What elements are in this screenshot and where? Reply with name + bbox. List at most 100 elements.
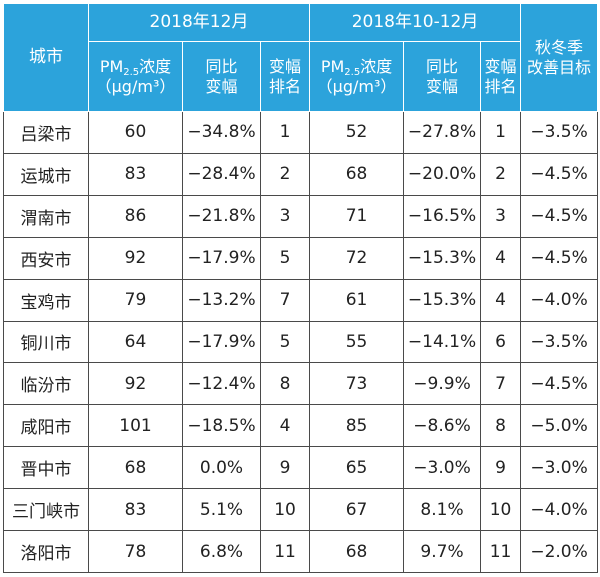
- cell-pm-dec: 83: [88, 152, 183, 196]
- table-row: 咸阳市 101 −18.5% 4 85 −8.6% 8 −5.0%: [3, 404, 599, 448]
- cell-rank-q4: 3: [480, 194, 522, 238]
- cell-target: −3.5%: [520, 111, 599, 154]
- cell-yoy-dec: 0.0%: [182, 446, 261, 490]
- header-pm-q4: PM2.5浓度 （μg/m³）: [309, 41, 405, 112]
- table-row: 西安市 92 −17.9% 5 72 −15.3% 4 −4.5%: [3, 236, 599, 280]
- cell-rank-dec: 11: [259, 530, 311, 573]
- cell-rank-q4: 1: [480, 111, 522, 154]
- table-row: 晋中市 68 0.0% 9 65 −3.0% 9 −3.0%: [3, 446, 599, 490]
- cell-rank-dec: 4: [259, 404, 311, 448]
- cell-rank-q4: 6: [480, 320, 522, 364]
- table-row: 宝鸡市 79 −13.2% 7 61 −15.3% 4 −4.0%: [3, 278, 599, 322]
- cell-pm-q4: 61: [309, 278, 405, 322]
- cell-city: 晋中市: [3, 446, 89, 490]
- cell-city: 咸阳市: [3, 404, 89, 448]
- cell-pm-q4: 52: [309, 111, 405, 154]
- cell-rank-q4: 4: [480, 236, 522, 280]
- cell-yoy-dec: 5.1%: [182, 488, 261, 532]
- cell-city: 西安市: [3, 236, 89, 280]
- cell-pm-dec: 64: [88, 320, 183, 364]
- cell-pm-q4: 67: [309, 488, 405, 532]
- cell-rank-dec: 9: [259, 446, 311, 490]
- cell-yoy-q4: −20.0%: [403, 152, 482, 196]
- cell-pm-q4: 55: [309, 320, 405, 364]
- cell-city: 吕梁市: [3, 111, 89, 154]
- cell-target: −5.0%: [520, 404, 599, 448]
- table-row: 渭南市 86 −21.8% 3 71 −16.5% 3 −4.5%: [3, 194, 599, 238]
- cell-pm-dec: 79: [88, 278, 183, 322]
- cell-pm-q4: 71: [309, 194, 405, 238]
- cell-yoy-dec: −13.2%: [182, 278, 261, 322]
- cell-pm-q4: 72: [309, 236, 405, 280]
- cell-yoy-q4: −15.3%: [403, 278, 482, 322]
- cell-rank-q4: 10: [480, 488, 522, 532]
- header-group-q4: 2018年10-12月: [309, 3, 522, 42]
- header-group-dec: 2018年12月: [87, 3, 311, 42]
- table-row: 洛阳市 78 6.8% 11 68 9.7% 11 −2.0%: [3, 530, 599, 573]
- cell-target: −3.5%: [520, 320, 599, 364]
- header-target-line2: 改善目标: [527, 57, 592, 77]
- cell-yoy-dec: −34.8%: [182, 111, 261, 154]
- cell-yoy-q4: −9.9%: [403, 362, 482, 406]
- cell-pm-dec: 86: [88, 194, 183, 238]
- cell-yoy-dec: −18.5%: [182, 404, 261, 448]
- cell-city: 运城市: [3, 152, 89, 196]
- header-city: 城市: [3, 3, 89, 112]
- cell-rank-dec: 5: [259, 236, 311, 280]
- cell-rank-dec: 7: [259, 278, 311, 322]
- cell-pm-dec: 92: [88, 236, 183, 280]
- table-row: 临汾市 92 −12.4% 8 73 −9.9% 7 −4.5%: [3, 362, 599, 406]
- header-rank-dec: 变幅 排名: [259, 41, 311, 112]
- header-target: 秋冬季 改善目标: [520, 3, 599, 112]
- cell-pm-dec: 92: [88, 362, 183, 406]
- cell-yoy-dec: −21.8%: [182, 194, 261, 238]
- header-rank-q4: 变幅 排名: [480, 41, 522, 112]
- cell-target: −4.5%: [520, 362, 599, 406]
- cell-yoy-dec: −17.9%: [182, 320, 261, 364]
- table-row: 铜川市 64 −17.9% 5 55 −14.1% 6 −3.5%: [3, 320, 599, 364]
- cell-pm-dec: 83: [88, 488, 183, 532]
- table-row: 三门峡市 83 5.1% 10 67 8.1% 10 −4.0%: [3, 488, 599, 532]
- cell-pm-q4: 73: [309, 362, 405, 406]
- table-row: 吕梁市 60 −34.8% 1 52 −27.8% 1 −3.5%: [3, 111, 599, 154]
- cell-pm-dec: 60: [88, 111, 183, 154]
- header-target-line1: 秋冬季: [535, 37, 584, 57]
- cell-yoy-q4: 8.1%: [403, 488, 482, 532]
- cell-target: −2.0%: [520, 530, 599, 573]
- cell-rank-dec: 8: [259, 362, 311, 406]
- cell-yoy-dec: −28.4%: [182, 152, 261, 196]
- cell-pm-q4: 85: [309, 404, 405, 448]
- cell-yoy-q4: 9.7%: [403, 530, 482, 573]
- cell-target: −4.5%: [520, 236, 599, 280]
- cell-yoy-dec: −12.4%: [182, 362, 261, 406]
- pm25-table: 城市 2018年12月 2018年10-12月 秋冬季 改善目标 PM2.5浓度…: [3, 3, 599, 573]
- cell-yoy-q4: −16.5%: [403, 194, 482, 238]
- cell-pm-dec: 78: [88, 530, 183, 573]
- cell-rank-dec: 1: [259, 111, 311, 154]
- cell-yoy-q4: −27.8%: [403, 111, 482, 154]
- cell-city: 洛阳市: [3, 530, 89, 573]
- cell-target: −3.0%: [520, 446, 599, 490]
- cell-rank-q4: 7: [480, 362, 522, 406]
- cell-target: −4.5%: [520, 194, 599, 238]
- cell-rank-q4: 2: [480, 152, 522, 196]
- cell-rank-dec: 10: [259, 488, 311, 532]
- cell-city: 三门峡市: [3, 488, 89, 532]
- cell-yoy-dec: 6.8%: [182, 530, 261, 573]
- cell-city: 铜川市: [3, 320, 89, 364]
- cell-yoy-dec: −17.9%: [182, 236, 261, 280]
- cell-rank-q4: 11: [480, 530, 522, 573]
- cell-city: 宝鸡市: [3, 278, 89, 322]
- cell-city: 临汾市: [3, 362, 89, 406]
- cell-yoy-q4: −8.6%: [403, 404, 482, 448]
- cell-yoy-q4: −14.1%: [403, 320, 482, 364]
- cell-pm-q4: 65: [309, 446, 405, 490]
- cell-target: −4.0%: [520, 488, 599, 532]
- cell-pm-q4: 68: [309, 530, 405, 573]
- cell-rank-q4: 8: [480, 404, 522, 448]
- table-row: 运城市 83 −28.4% 2 68 −20.0% 2 −4.5%: [3, 152, 599, 196]
- cell-rank-dec: 2: [259, 152, 311, 196]
- header-yoy-q4: 同比 变幅: [403, 41, 482, 112]
- header-pm-dec: PM2.5浓度 （μg/m³）: [88, 41, 183, 112]
- cell-rank-q4: 9: [480, 446, 522, 490]
